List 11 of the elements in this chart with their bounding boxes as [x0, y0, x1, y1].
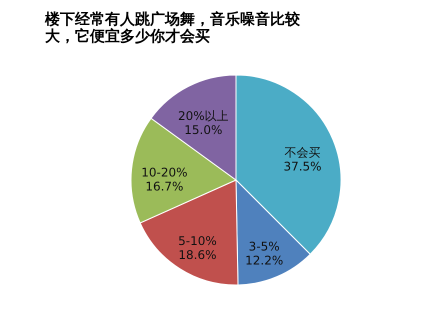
chart-title: 楼下经常有人跳广场舞，音乐噪音比较大，它便宜多少你才会买 [44, 10, 301, 45]
data-label: 37.5% [283, 159, 322, 174]
slice-label: 10-20% [141, 166, 188, 180]
slice-label: 3-5% [248, 239, 280, 254]
data-label: 12.2% [245, 253, 284, 268]
data-label: 16.7% [145, 180, 184, 194]
slice-label: 5-10% [178, 234, 217, 248]
data-label: 15.0% [184, 122, 222, 137]
data-label: 18.6% [178, 248, 216, 262]
slice-label: 20%以上 [178, 108, 229, 123]
slice-label: 不会买 [284, 145, 321, 160]
